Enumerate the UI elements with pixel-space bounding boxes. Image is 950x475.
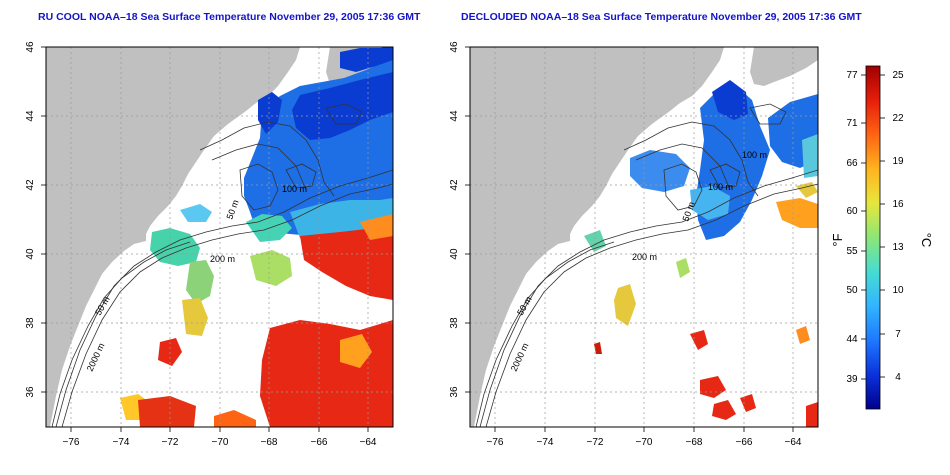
y-tick-label: 44 [25, 110, 36, 122]
colorbar-c-tick: 13 [892, 242, 904, 253]
colorbar-c-tick: 10 [892, 285, 904, 296]
y-axis-left: 36 38 40 42 44 46 [25, 41, 46, 398]
land-mass [46, 47, 300, 427]
contour-label: 100 m [742, 150, 767, 160]
land-small-island [120, 60, 130, 72]
y-tick-label: 46 [449, 41, 460, 53]
panel-title-right: DECLOUDED NOAA–18 Sea Surface Temperatur… [461, 11, 862, 23]
panel-title-left: RU COOL NOAA–18 Sea Surface Temperature … [38, 11, 421, 23]
y-tick-label: 38 [25, 317, 36, 329]
colorbar-f-tick: 55 [846, 246, 858, 257]
x-tick-label: −76 [487, 437, 504, 448]
y-tick-label: 42 [25, 179, 36, 191]
x-tick-label: −68 [261, 437, 278, 448]
colorbar-f-tick: 77 [846, 70, 858, 81]
y-tick-label: 40 [449, 248, 460, 260]
colorbar-ticks [861, 74, 885, 380]
y-tick-label: 40 [25, 248, 36, 260]
colorbar-unit-f: °F [830, 233, 845, 246]
x-tick-label: −70 [212, 437, 229, 448]
bathymetry-contours-right [475, 103, 818, 427]
colorbar-f-tick: 66 [846, 158, 858, 169]
land-nova-scotia [750, 47, 818, 86]
x-tick-label: −66 [311, 437, 328, 448]
colorbar-c-tick: 25 [892, 70, 904, 81]
map-panel-left: 100 m 50 m 200 m 50 m 2000 m [46, 47, 393, 427]
land-mass [470, 47, 724, 427]
colorbar-f-tick: 60 [846, 206, 858, 217]
contour-label: 100 m [282, 184, 307, 194]
y-tick-label: 42 [449, 179, 460, 191]
colorbar-unit-c: °C [919, 233, 934, 248]
colorbar-c-tick: 22 [892, 113, 904, 124]
x-tick-label: −72 [587, 437, 604, 448]
x-axis-right: −76 −74 −72 −70 −68 −66 −64 [487, 427, 802, 448]
x-axis-left: −76 −74 −72 −70 −68 −66 −64 [63, 427, 377, 448]
y-tick-label: 38 [449, 317, 460, 329]
x-tick-label: −76 [63, 437, 80, 448]
contour-label: 200 m [210, 254, 235, 264]
y-tick-label: 36 [449, 386, 460, 398]
colorbar-c-tick: 16 [892, 199, 904, 210]
y-tick-label: 44 [449, 110, 460, 122]
map-frame-left [45, 46, 394, 428]
colorbar-c-tick: 4 [895, 372, 901, 383]
x-tick-label: −66 [736, 437, 753, 448]
x-tick-label: −70 [636, 437, 653, 448]
x-tick-label: −64 [785, 437, 802, 448]
colorbar-c-tick: 7 [895, 329, 901, 340]
contour-label: 200 m [632, 252, 657, 262]
colorbar-gradient [865, 65, 881, 410]
y-tick-label: 46 [25, 41, 36, 53]
x-tick-label: −74 [537, 437, 554, 448]
sst-data-right [584, 80, 818, 427]
bathymetry-contours-left [51, 103, 393, 427]
colorbar-c-tick: 19 [892, 156, 904, 167]
colorbar-f-tick: 71 [846, 118, 858, 129]
x-tick-label: −72 [162, 437, 179, 448]
x-tick-label: −64 [360, 437, 377, 448]
x-tick-label: −74 [113, 437, 130, 448]
map-panel-right: 100 m 100 m 50 m 200 m 50 m 2000 m [470, 47, 818, 427]
colorbar: 39 44 50 55 60 66 71 77 4 7 10 13 16 19 … [830, 65, 934, 410]
land-small-island [544, 60, 554, 72]
x-tick-label: −68 [686, 437, 703, 448]
colorbar-f-tick: 50 [846, 285, 858, 296]
y-axis-right: 36 38 40 42 44 46 [449, 41, 470, 398]
contour-label: 100 m [708, 182, 733, 192]
y-tick-label: 36 [25, 386, 36, 398]
colorbar-f-tick: 44 [846, 334, 858, 345]
colorbar-f-tick: 39 [846, 374, 858, 385]
